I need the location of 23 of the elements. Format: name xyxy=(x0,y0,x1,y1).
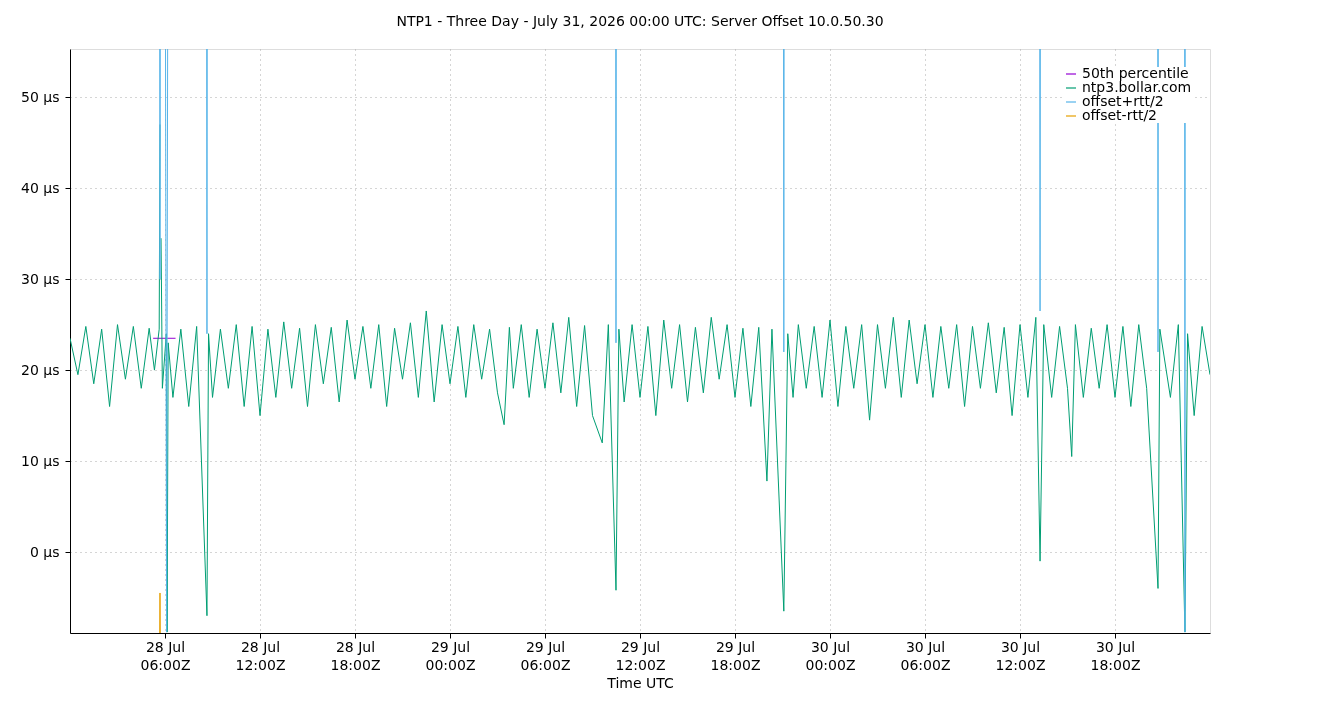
x-tick-label: 28 Jul 12:00Z xyxy=(235,638,286,673)
legend-label: ntp3.bollar.com xyxy=(1082,79,1192,95)
x-tick-label: 29 Jul 18:00Z xyxy=(710,638,761,673)
x-tick-label: 29 Jul 12:00Z xyxy=(615,638,666,673)
x-tick-label: 29 Jul 06:00Z xyxy=(520,638,571,673)
chart-title: NTP1 - Three Day - July 31, 2026 00:00 UTC: Server Offset 10.0.50.30 xyxy=(396,13,884,29)
x-tick-label: 28 Jul 18:00Z xyxy=(330,638,381,673)
x-tick-label: 28 Jul 06:00Z xyxy=(140,638,191,673)
x-tick-label: 30 Jul 18:00Z xyxy=(1090,638,1141,673)
y-tick-label: 50 µs xyxy=(21,88,60,105)
x-tick-label: 29 Jul 00:00Z xyxy=(425,638,476,673)
legend-label: 50th percentile xyxy=(1082,65,1189,81)
y-tick-label: 30 µs xyxy=(21,270,60,287)
y-tick-label: 0 µs xyxy=(29,543,60,560)
legend-label: offset-rtt/2 xyxy=(1082,107,1158,123)
y-tick-label: 40 µs xyxy=(21,179,60,196)
y-tick-label: 20 µs xyxy=(21,361,60,378)
y-tick-label: 10 µs xyxy=(21,452,60,469)
x-tick-label: 30 Jul 00:00Z xyxy=(805,638,856,673)
x-axis-title: Time UTC xyxy=(606,674,674,691)
legend-label: offset+rtt/2 xyxy=(1082,93,1164,109)
x-tick-label: 30 Jul 06:00Z xyxy=(900,638,951,673)
x-tick-label: 30 Jul 12:00Z xyxy=(995,638,1046,673)
